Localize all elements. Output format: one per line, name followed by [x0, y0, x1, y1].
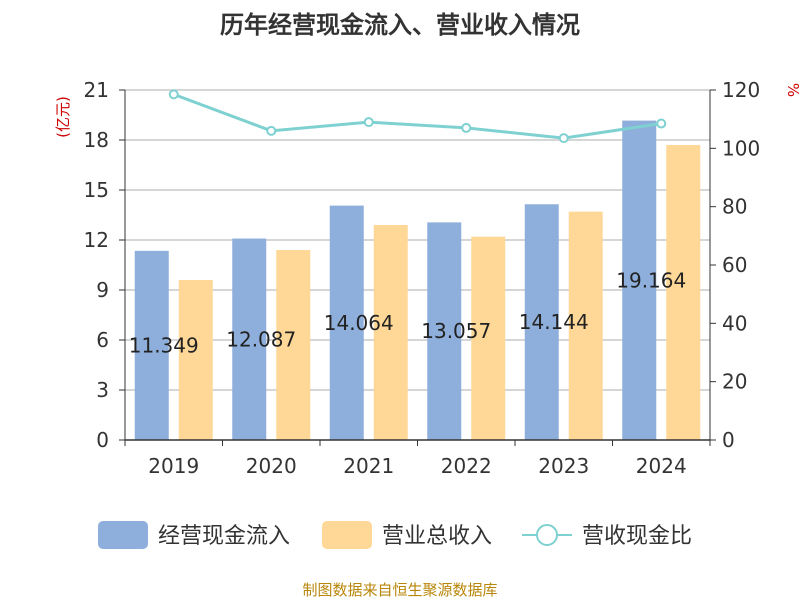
x-tick-label: 2024: [636, 454, 687, 478]
line-series: [168, 89, 667, 144]
y-left-tick-label: 0: [96, 428, 109, 452]
x-tick-label: 2022: [441, 454, 492, 478]
y-right-tick-label: 120: [722, 78, 760, 102]
bar-revenue: [178, 280, 213, 440]
bar-revenue: [471, 236, 506, 440]
bar-revenue: [568, 211, 603, 440]
bar-revenue: [666, 145, 701, 440]
axes: 0 3 6 9 12 15 18 21 0 20 40 60 80 100 120 (亿元)% 2019 2020…: [54, 78, 800, 478]
y-left-tick-label: 9: [96, 278, 109, 302]
y-left-unit: (亿元): [54, 96, 72, 138]
bar-data-label: 11.349: [129, 333, 199, 357]
x-tick-label: 2020: [246, 454, 297, 478]
legend: 经营现金流入 营业总收入 营收现金比: [98, 521, 692, 549]
y-right-tick-label: 20: [722, 370, 747, 394]
y-left-tick-label: 12: [84, 228, 109, 252]
legend-label: 经营现金流入: [158, 524, 290, 549]
y-right-unit: %: [784, 83, 800, 97]
bar-revenue: [373, 225, 408, 440]
y-right-tick-label: 60: [722, 253, 747, 277]
y-left-tick-label: 15: [84, 178, 109, 202]
source-note: 制图数据来自恒生聚源数据库: [302, 581, 497, 599]
x-tick-label: 2019: [148, 454, 199, 478]
bars: [134, 120, 701, 440]
line-point: [461, 122, 472, 133]
y-left-tick-label: 6: [96, 328, 109, 352]
line-point: [558, 133, 569, 144]
legend-label: 营收现金比: [582, 524, 692, 549]
bar-cash-inflow: [427, 222, 462, 440]
bar-cash-inflow: [524, 204, 559, 440]
line-path: [173, 92, 662, 140]
x-tick-label: 2023: [538, 454, 589, 478]
legend-marker: [536, 524, 558, 546]
line-point: [656, 118, 667, 129]
legend-swatch: [98, 521, 148, 549]
legend-label: 营业总收入: [382, 524, 492, 549]
line-point: [363, 117, 374, 128]
y-right-tick-label: 0: [722, 428, 735, 452]
y-right-tick-label: 100: [722, 136, 760, 160]
bar-cash-inflow: [232, 238, 267, 440]
bar-data-label: 14.144: [519, 310, 589, 334]
line-point: [266, 125, 277, 136]
chart-title: 历年经营现金流入、营业收入情况: [220, 11, 580, 39]
bar-revenue: [276, 250, 311, 440]
x-tick-label: 2021: [343, 454, 394, 478]
y-left-tick-label: 21: [84, 78, 109, 102]
bar-data-label: 14.064: [324, 311, 394, 335]
bar-data-label: 13.057: [421, 319, 491, 343]
grid: [125, 89, 710, 391]
bar-cash-inflow: [134, 250, 169, 440]
legend-swatch: [322, 521, 372, 549]
y-left-tick-label: 18: [84, 128, 109, 152]
data-labels: 11.349 12.087 14.064 13.057 14.144 19.164: [129, 268, 686, 357]
bar-data-label: 12.087: [226, 327, 296, 351]
y-right-tick-label: 80: [722, 195, 747, 219]
bar-cash-inflow: [329, 205, 364, 440]
y-left-tick-label: 3: [96, 378, 109, 402]
line-point: [168, 89, 179, 100]
bar-data-label: 19.164: [616, 268, 686, 292]
bar-cash-inflow: [622, 120, 657, 440]
y-right-tick-label: 40: [722, 311, 747, 335]
